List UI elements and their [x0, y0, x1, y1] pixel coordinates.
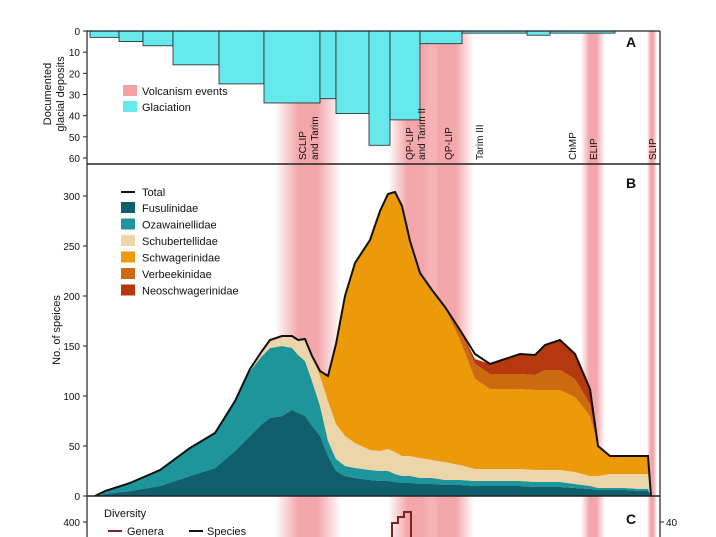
volcanism-label: and Tarim II	[417, 108, 428, 160]
panel-c-label: C	[626, 511, 636, 527]
legend-swatch-ozawainellidae	[121, 218, 135, 230]
legend-label-schubertellidae: Schubertellidae	[142, 236, 218, 248]
legend-volcanism-label: Volcanism events	[142, 86, 228, 98]
panel-b-label: B	[626, 175, 636, 191]
panel-b-ytick-label: 0	[74, 492, 80, 503]
panel-a-ytick-label: 40	[69, 112, 81, 123]
glaciation-bar-8	[368, 30, 391, 146]
glaciation-bar-7	[335, 30, 370, 114]
area-ozawainellidae	[95, 346, 651, 496]
panel-a-ylabel: Documented	[42, 63, 54, 125]
legend-label-fusulinidae: Fusulinidae	[142, 203, 198, 215]
glaciation-bar-3	[172, 30, 220, 66]
glaciation-bar-0	[89, 30, 120, 38]
total-line	[94, 190, 652, 497]
genera-line	[391, 511, 412, 537]
panel-b-ytick-label: 200	[63, 292, 80, 303]
volcanism-label: SCLIP	[298, 131, 309, 160]
legend-glaciation-swatch	[123, 101, 137, 112]
panel-b-ytick-label: 250	[63, 242, 80, 253]
legend-swatch-neoschwagerinidae	[121, 284, 135, 296]
panel-b-species-chart: 0 50 100 150 200 250 300 No. of speices Total Fus…	[51, 175, 652, 503]
panel-b-ytick-label: 50	[69, 442, 81, 453]
legend-swatch-verbeekinidae	[121, 268, 135, 279]
panel-a-ylabel: glacial deposits	[55, 56, 67, 132]
panel-c-title: Diversity	[104, 508, 147, 520]
volcanism-label: Tarim III	[475, 124, 486, 160]
panel-a-ytick-label: 30	[69, 91, 81, 102]
glaciation-bar-1	[118, 30, 144, 42]
glaciation-bar-12	[526, 30, 551, 36]
legend-glaciation-label: Glaciation	[142, 102, 191, 114]
panel-a-glaciation-chart: 0 10 20 30 40 50 60 Documented glacial deposits V…	[42, 27, 659, 165]
glaciation-bar-9	[389, 30, 421, 121]
panel-a-ytick-label: 60	[69, 154, 81, 165]
legend-volcanism-swatch	[123, 85, 137, 96]
volcanism-label: and Tarim	[310, 116, 321, 160]
volcanism-label: SLIP	[648, 138, 659, 160]
panel-b-ytick-label: 300	[63, 192, 80, 203]
area-fusulinidae	[95, 410, 651, 496]
legend-label-ozawainellidae: Ozawainellidae	[142, 220, 217, 232]
glaciation-bar-10	[419, 30, 463, 45]
panel-a-ytick-label: 0	[74, 27, 80, 38]
volcanism-label: QP-LIP	[444, 127, 455, 160]
legend-swatch-schubertellidae	[121, 235, 135, 246]
panel-b-ylabel: No. of speices	[51, 295, 63, 365]
legend-swatch-schwagerinidae	[121, 251, 135, 263]
panel-b-ytick-label: 150	[63, 342, 80, 353]
legend-species-label: Species	[207, 526, 247, 537]
panel-a-ytick-label: 10	[69, 48, 81, 59]
legend-genera-label: Genera	[127, 526, 165, 537]
area-schwagerinidae	[95, 192, 651, 496]
figure-frame	[86, 30, 661, 537]
legend-label-verbeekinidae: Verbeekinidae	[142, 269, 212, 281]
panel-c-ytick-right-label: 40	[666, 518, 678, 529]
panel-a-ytick-label: 50	[69, 133, 81, 144]
panel-c-diversity-chart: Diversity Genera Species 400 40 C	[63, 508, 678, 537]
glaciation-bar-5	[263, 30, 321, 104]
glaciation-bar-6	[319, 30, 337, 100]
legend-swatch-fusulinidae	[121, 202, 135, 213]
panel-a-ytick-label: 20	[69, 69, 81, 80]
panel-c-ytick-label: 400	[63, 518, 80, 529]
volcanism-label: ELIP	[589, 138, 600, 160]
area-schubertellidae	[95, 336, 651, 496]
volcanism-label: ChMP	[568, 132, 579, 160]
volcanism-band-6	[647, 31, 657, 537]
volcanism-label: QP-LIP	[405, 127, 416, 160]
legend-label-neoschwagerinidae: Neoschwagerinidae	[142, 286, 239, 298]
glaciation-bar-2	[142, 30, 174, 47]
panel-b-ytick-label: 100	[63, 392, 80, 403]
legend-label-schwagerinidae: Schwagerinidae	[142, 253, 220, 265]
glaciation-bar-4	[218, 30, 265, 85]
panel-a-label: A	[626, 34, 636, 50]
legend-total-label: Total	[142, 187, 165, 199]
